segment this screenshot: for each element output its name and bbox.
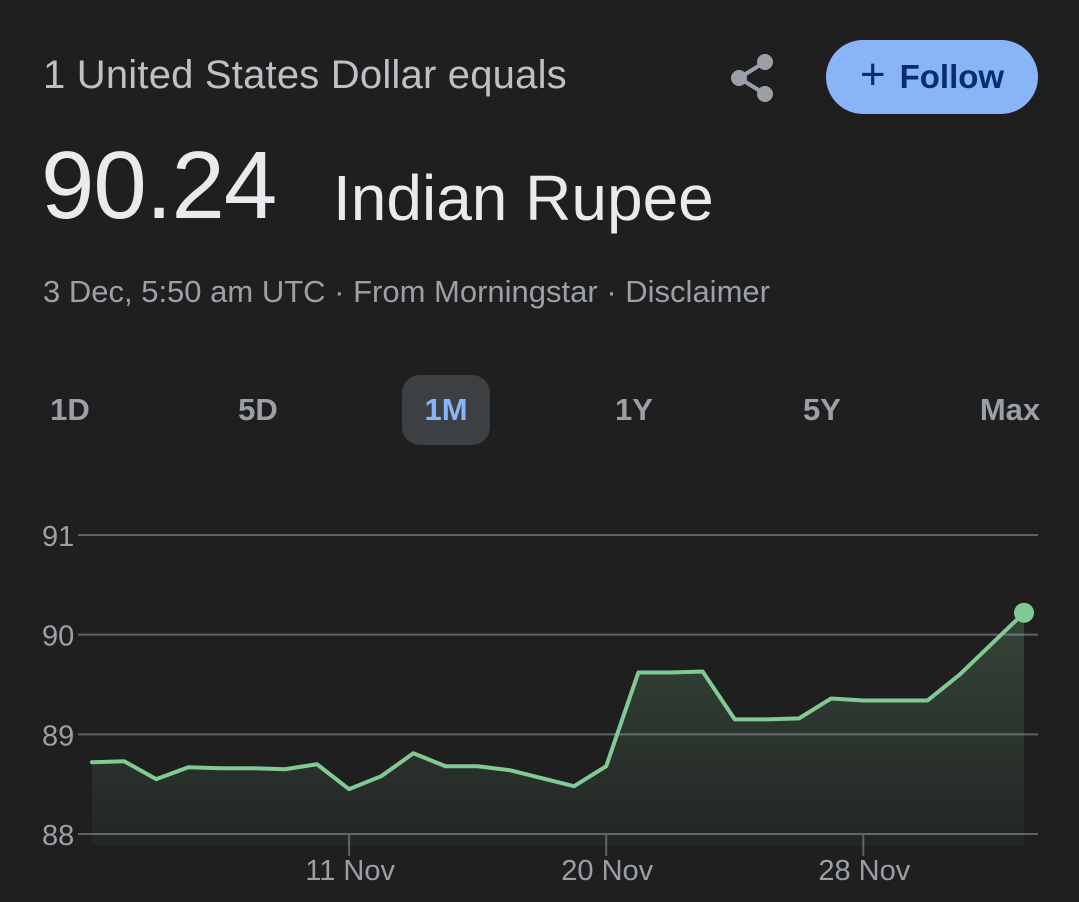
quote-meta: 3 Dec, 5:50 am UTC · From Morningstar · … <box>43 274 770 310</box>
plus-icon: + <box>859 50 886 99</box>
timestamp: 3 Dec, 5:50 am UTC <box>43 274 326 309</box>
exchange-rate-chart: 91 90 89 88 11 Nov 20 Nov 28 Nov <box>42 521 1038 887</box>
y-tick-label: 89 <box>42 720 74 752</box>
y-tick-label: 88 <box>42 820 74 852</box>
disclaimer-link[interactable]: Disclaimer <box>625 274 770 309</box>
meta-separator: · <box>597 274 626 309</box>
time-range-tabs: 1D 5D 1M 1Y 5Y Max <box>26 375 1054 445</box>
tab-5d[interactable]: 5D <box>238 392 278 427</box>
share-icon <box>731 54 773 102</box>
tab-1y[interactable]: 1Y <box>615 392 653 427</box>
tab-1d[interactable]: 1D <box>50 392 90 427</box>
x-tick-label: 20 Nov <box>561 855 653 887</box>
y-tick-label: 91 <box>42 521 74 553</box>
series-area <box>92 612 1024 846</box>
y-tick-label: 90 <box>42 621 74 653</box>
tab-max[interactable]: Max <box>979 392 1041 427</box>
x-tick-label: 28 Nov <box>818 855 910 887</box>
target-currency-name: Indian Rupee <box>333 162 714 234</box>
exchange-rate-value: 90.24 <box>41 132 277 239</box>
follow-label: Follow <box>899 58 1005 95</box>
tab-1m[interactable]: 1M <box>402 375 490 445</box>
share-button[interactable] <box>724 50 780 106</box>
tab-5y[interactable]: 5Y <box>803 392 841 427</box>
follow-button[interactable]: + Follow <box>826 40 1038 114</box>
source-label: From Morningstar <box>353 274 598 309</box>
conversion-label: 1 United States Dollar equals <box>43 53 567 97</box>
last-value-point <box>1014 602 1034 623</box>
x-tick-label: 11 Nov <box>305 855 395 887</box>
series-line <box>90 610 1026 792</box>
meta-separator: · <box>325 274 354 309</box>
